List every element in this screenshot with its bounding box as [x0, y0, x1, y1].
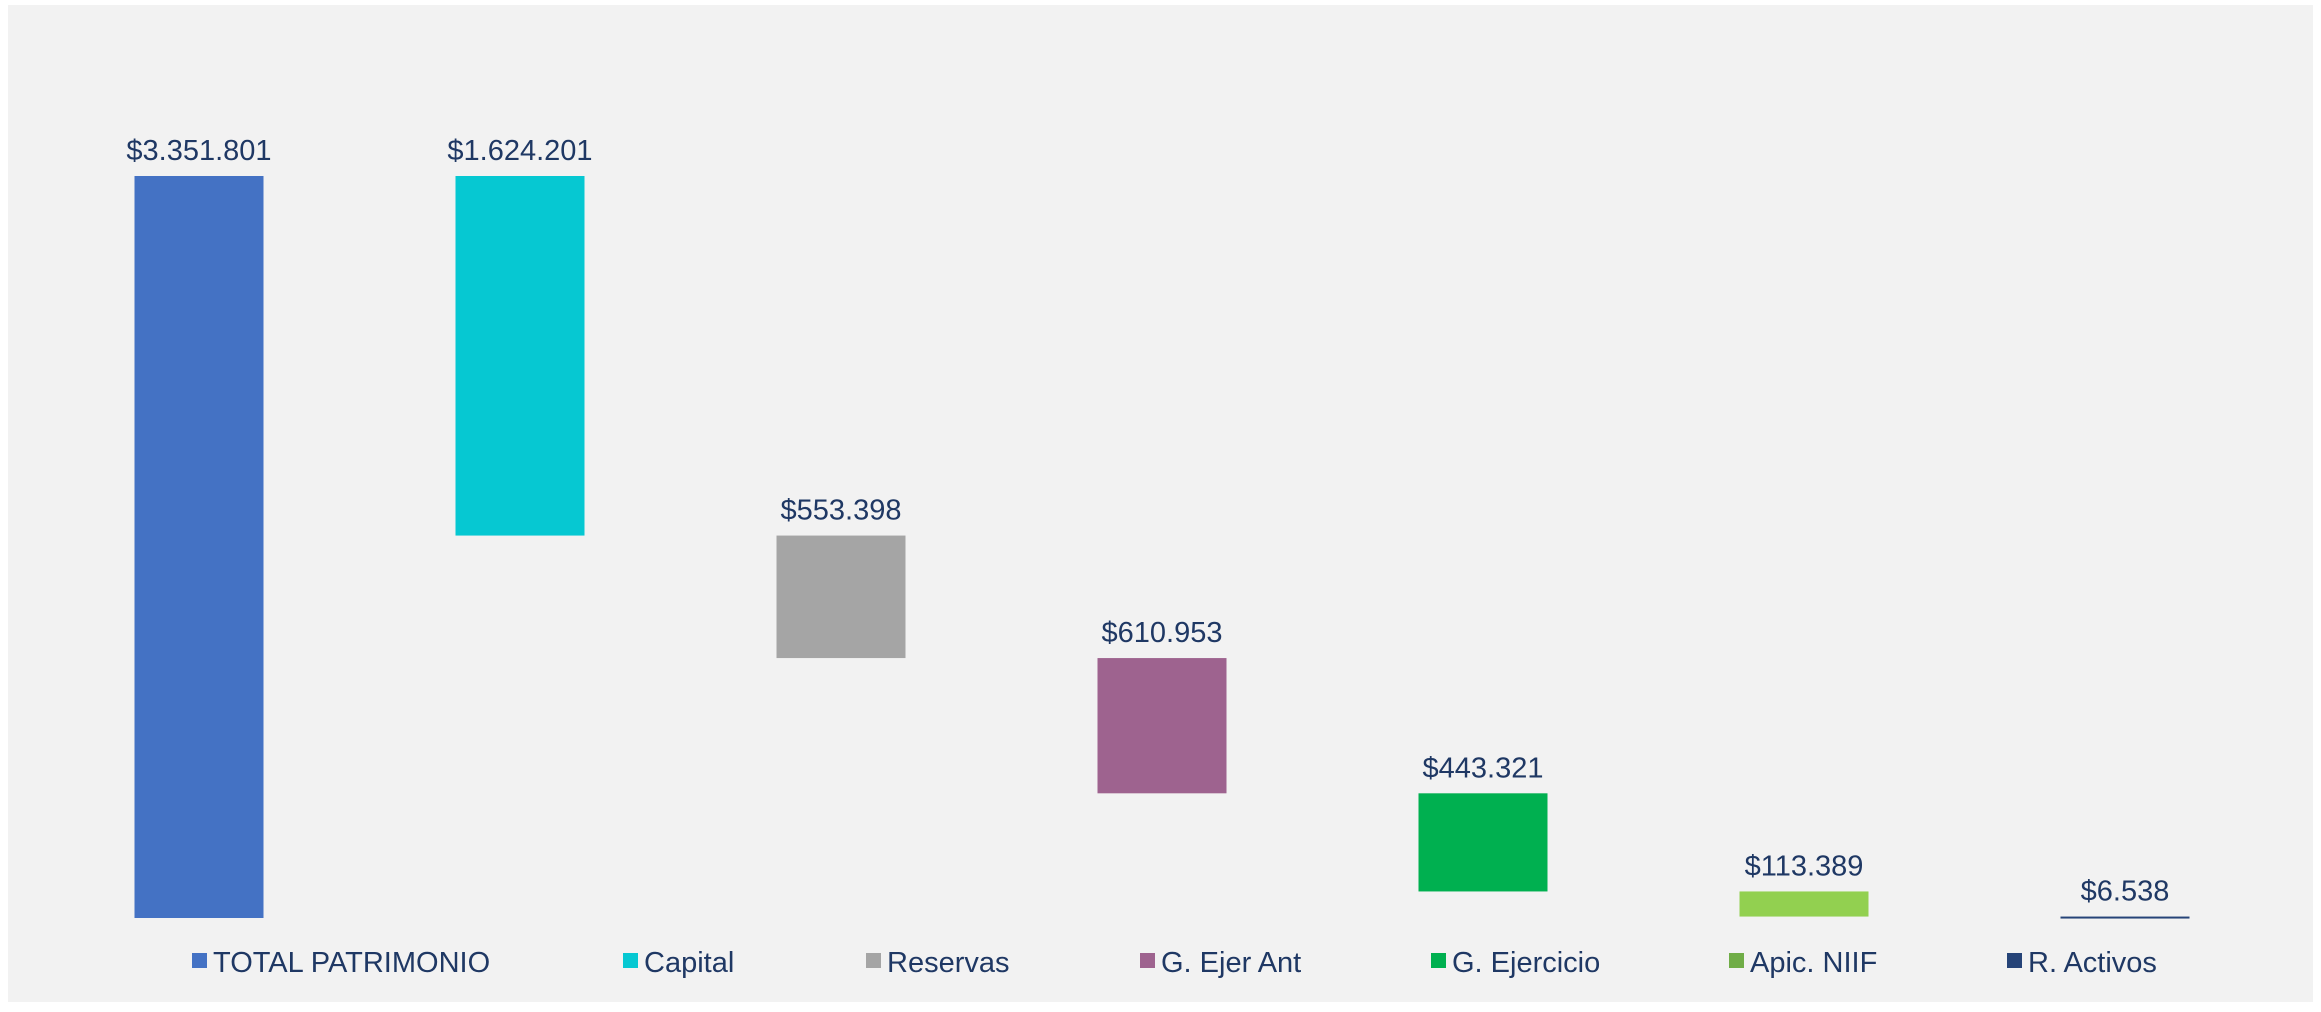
data-label: $553.398	[781, 495, 902, 527]
data-label: $113.389	[1745, 850, 1864, 882]
legend-swatch	[1140, 953, 1155, 968]
legend-swatch	[623, 953, 638, 968]
legend-swatch	[2007, 953, 2022, 968]
legend-label: TOTAL PATRIMONIO	[213, 947, 490, 979]
bar	[134, 176, 264, 918]
data-label: $443.321	[1423, 752, 1544, 784]
bar	[1097, 658, 1227, 794]
legend-swatch	[866, 953, 881, 968]
data-label: $610.953	[1102, 617, 1223, 649]
bar	[455, 176, 585, 536]
data-label: $1.624.201	[447, 135, 592, 167]
bar	[1418, 793, 1548, 892]
bar	[1739, 891, 1869, 917]
plot-background	[8, 5, 2313, 1002]
legend-label: Capital	[644, 947, 734, 979]
legend-swatch	[1431, 953, 1446, 968]
legend-label: Reservas	[887, 947, 1010, 979]
bar	[2060, 916, 2190, 919]
legend-label: G. Ejercicio	[1452, 947, 1600, 979]
legend-swatch	[1729, 953, 1744, 968]
legend-swatch	[192, 953, 207, 968]
bar	[776, 535, 906, 659]
legend-label: Apic. NIIF	[1750, 947, 1877, 979]
legend-label: R. Activos	[2028, 947, 2157, 979]
data-label: $3.351.801	[126, 135, 271, 167]
legend-label: G. Ejer Ant	[1161, 947, 1301, 979]
data-label: $6.538	[2081, 876, 2170, 908]
